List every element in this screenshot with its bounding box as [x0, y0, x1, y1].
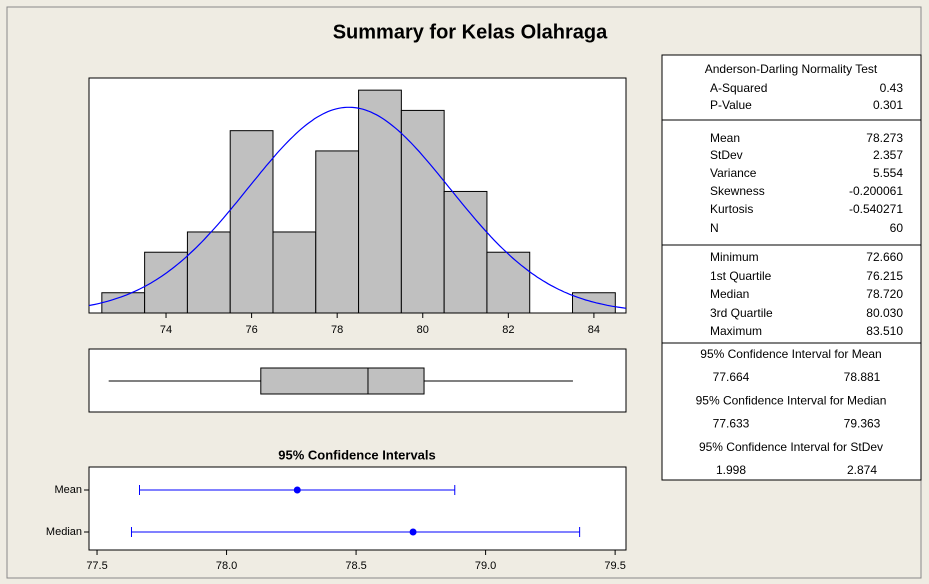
stat-value: 76.215 — [866, 269, 903, 283]
x-tick-label: 84 — [588, 324, 600, 336]
interval-value: 77.633 — [713, 417, 750, 431]
chart-title: Summary for Kelas Olahraga — [333, 21, 608, 43]
bar — [186, 231, 231, 314]
bar — [486, 251, 531, 314]
stat-name: Mean — [710, 131, 740, 145]
bar — [229, 130, 274, 314]
stat-name: 1st Quartile — [710, 269, 772, 283]
stat-name: 3rd Quartile — [710, 306, 773, 320]
point — [409, 528, 417, 536]
stat-value: 0.43 — [880, 81, 904, 95]
interval-panel — [88, 466, 627, 551]
stat-value: -0.540271 — [849, 202, 903, 216]
bar — [315, 150, 360, 314]
interval-value: 79.363 — [844, 417, 881, 431]
x-tick-label: 82 — [502, 324, 514, 336]
stat-value: 2.357 — [873, 148, 903, 162]
stat-name: Kurtosis — [710, 202, 753, 216]
stat-value: 83.510 — [866, 324, 903, 338]
interval-heading: 95% Confidence Interval for Median — [696, 394, 887, 408]
x-tick-label: 80 — [417, 324, 429, 336]
stat-value: 80.030 — [866, 306, 903, 320]
bar — [272, 231, 317, 314]
stats-panel — [661, 54, 922, 481]
stat-value: 5.554 — [873, 166, 903, 180]
bar — [400, 109, 445, 314]
stat-name: P-Value — [710, 98, 752, 112]
interval-heading: 95% Confidence Interval for Mean — [700, 347, 881, 361]
interval-value: 2.874 — [847, 463, 877, 477]
stat-name: Maximum — [710, 324, 762, 338]
interval-value: 78.881 — [844, 370, 881, 384]
stat-name: N — [710, 221, 719, 235]
point — [293, 486, 301, 494]
x-tick-label: 78 — [331, 324, 343, 336]
box — [260, 367, 425, 395]
x-tick-label: 78.0 — [216, 560, 237, 572]
stat-name: Minimum — [710, 250, 759, 264]
y-tick-label: Mean — [54, 484, 82, 496]
stat-value: -0.200061 — [849, 184, 903, 198]
stat-value: 72.660 — [866, 250, 903, 264]
x-tick-label: 74 — [160, 324, 172, 336]
x-tick-label: 77.5 — [86, 560, 107, 572]
x-tick-label: 76 — [245, 324, 257, 336]
x-tick-label: 79.0 — [475, 560, 496, 572]
interval-value: 77.664 — [713, 370, 750, 384]
x-tick-label: 79.5 — [604, 560, 625, 572]
bar — [572, 292, 616, 314]
stat-name: Skewness — [710, 184, 765, 198]
stat-value: 60 — [890, 221, 904, 235]
bar — [443, 190, 488, 314]
stat-name: A-Squared — [710, 81, 767, 95]
stat-value: 78.273 — [866, 131, 903, 145]
stat-name: Median — [710, 287, 749, 301]
normal-curve — [88, 106, 627, 309]
interval-title: 95% Confidence Intervals — [278, 447, 436, 462]
interval-heading: 95% Confidence Interval for StDev — [699, 440, 883, 454]
stats-header: Anderson-Darling Normality Test — [705, 62, 878, 76]
bar — [358, 89, 402, 314]
interval-value: 1.998 — [716, 463, 746, 477]
stat-name: StDev — [710, 148, 743, 162]
x-tick-label: 78.5 — [345, 560, 366, 572]
stat-name: Variance — [710, 166, 757, 180]
stat-value: 78.720 — [866, 287, 903, 301]
y-tick-label: Median — [46, 526, 82, 538]
stat-value: 0.301 — [873, 98, 903, 112]
